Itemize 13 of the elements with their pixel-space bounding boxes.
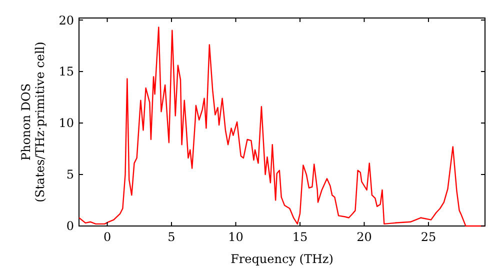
y-tick-label: 10 — [58, 116, 74, 130]
y-axis-title: Phonon DOS (States/THz·primitive cell) — [18, 42, 48, 202]
x-tick-label: 15 — [292, 230, 308, 244]
x-axis-title: Frequency (THz) — [230, 252, 334, 266]
x-tick-label: 20 — [356, 230, 372, 244]
y-tick-label: 5 — [66, 168, 74, 182]
x-tick-label: 25 — [420, 230, 436, 244]
y-tick-label: 0 — [66, 219, 74, 234]
y-tick-label: 15 — [58, 64, 74, 79]
y-tick-label: 20 — [58, 13, 74, 28]
x-tick-label: 5 — [168, 230, 176, 244]
x-tick-label: 10 — [228, 230, 244, 244]
x-tick-label: 0 — [103, 230, 112, 244]
